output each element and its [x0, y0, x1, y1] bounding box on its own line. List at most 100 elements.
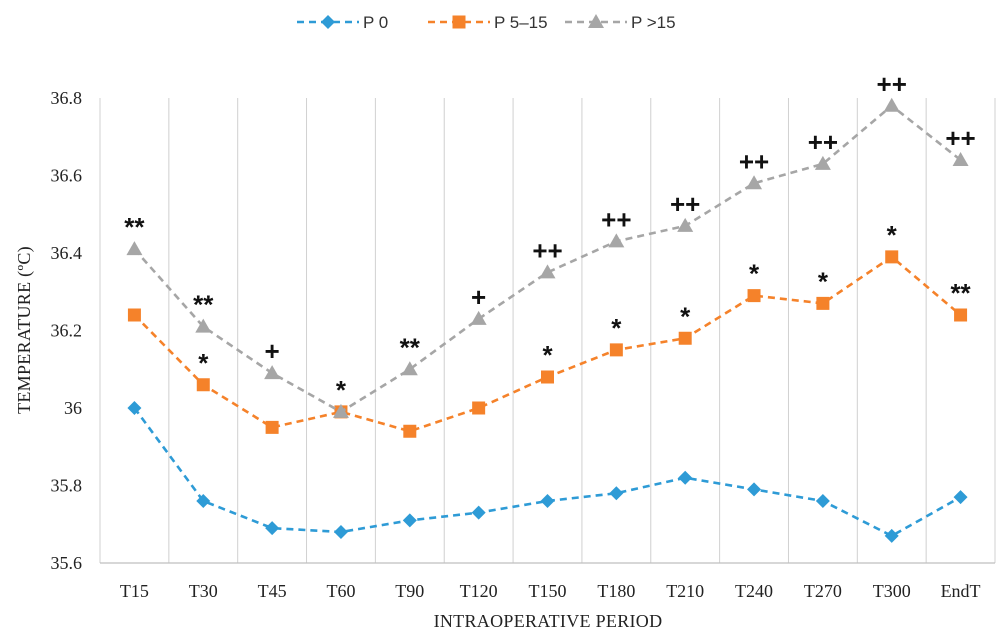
significance-marker: * [542, 340, 553, 370]
data-point [678, 331, 692, 345]
significance-marker: ++ [670, 189, 700, 219]
significance-marker: ++ [877, 69, 907, 99]
data-point [747, 289, 761, 303]
significance-marker: ++ [532, 235, 562, 265]
y-tick-label: 36.2 [51, 321, 83, 341]
significance-marker: ** [400, 332, 421, 362]
data-point [608, 233, 625, 248]
significance-marker: ++ [601, 204, 631, 234]
legend-label: P >15 [631, 13, 676, 32]
gridlines [99, 98, 996, 564]
data-point [884, 528, 899, 543]
y-tick-label: 36.8 [51, 88, 83, 108]
data-point [747, 482, 762, 497]
x-tick-label: EndT [941, 581, 981, 601]
x-tick-label: T45 [258, 581, 287, 601]
data-point [953, 490, 968, 505]
significance-marker: ++ [739, 146, 769, 176]
data-point [885, 250, 899, 264]
data-point [126, 241, 143, 256]
x-tick-label: T150 [529, 581, 567, 601]
data-point [816, 296, 830, 310]
data-point [471, 505, 486, 520]
significance-marker: ** [193, 290, 214, 320]
data-point [746, 175, 763, 190]
legend-label: P 5–15 [494, 13, 548, 32]
legend-label: P 0 [363, 13, 388, 32]
x-axis-ticks: T15 T30 T45 T60 T90 T120 T150 T180 T210 T240 T270 T… [120, 581, 981, 601]
x-tick-label: T240 [735, 581, 773, 601]
data-point [815, 494, 830, 508]
data-point [954, 308, 968, 322]
significance-marker: ++ [808, 127, 838, 157]
y-tick-label: 36.6 [51, 166, 83, 186]
significance-marker: * [749, 259, 760, 289]
data-point [264, 365, 281, 380]
significance-marker: * [887, 220, 898, 250]
data-point [883, 97, 900, 112]
legend-item: P 5–15 [428, 13, 548, 32]
significance-marker: * [680, 301, 691, 331]
series-diamond [127, 401, 968, 543]
data-point [332, 403, 349, 418]
data-point [401, 361, 418, 376]
data-point [541, 370, 554, 384]
data-point [196, 494, 211, 508]
significance-marker: * [336, 375, 347, 405]
data-point [952, 152, 969, 166]
data-point [814, 155, 831, 170]
data-point [196, 378, 210, 392]
y-tick-label: 35.8 [51, 476, 83, 496]
series-line [133, 407, 962, 538]
data-point [540, 494, 555, 508]
x-tick-label: T30 [189, 581, 218, 601]
legend-item: P >15 [565, 13, 676, 32]
significance-marker: ++ [945, 123, 975, 153]
y-tick-label: 36.4 [51, 243, 83, 263]
data-point [195, 318, 212, 333]
x-tick-label: T60 [326, 581, 355, 601]
x-tick-label: T300 [873, 581, 911, 601]
data-point [333, 525, 348, 539]
y-axis-ticks: 35.6 35.8 36 36.2 36.4 36.6 36.8 [51, 88, 83, 573]
data-point [127, 401, 142, 415]
significance-marker: ** [124, 212, 145, 242]
significance-marker: * [198, 348, 209, 378]
y-tick-label: 35.6 [51, 553, 83, 573]
data-point [402, 513, 417, 528]
data-point [452, 15, 466, 29]
series-triangle [126, 97, 969, 418]
data-point [609, 343, 623, 357]
data-point [677, 217, 694, 232]
legend: P 0 P 5–15 P >15 [297, 13, 676, 32]
data-point [403, 424, 417, 438]
x-tick-label: T270 [804, 581, 842, 601]
x-tick-label: T210 [666, 581, 704, 601]
significance-marker: * [611, 313, 622, 343]
data-point [678, 470, 693, 485]
x-tick-label: T120 [460, 581, 498, 601]
data-point [588, 14, 604, 28]
series-square [127, 250, 968, 438]
significance-marker: ** [950, 278, 971, 308]
x-axis-title: INTRAOPERATIVE PERIOD [434, 611, 663, 631]
series-layer [126, 97, 969, 543]
x-tick-label: T180 [597, 581, 635, 601]
data-point [470, 310, 487, 325]
significance-marker: + [471, 282, 486, 312]
significance-marker: + [265, 336, 280, 366]
data-point [539, 264, 556, 279]
y-axis-title: TEMPERATURE (ºC) [14, 246, 35, 414]
x-tick-label: T15 [120, 581, 149, 601]
annotations-layer: **** ** ********+ **+++++++++++++++ [124, 69, 975, 405]
data-point [609, 486, 624, 501]
data-point [265, 420, 279, 434]
significance-marker: * [818, 266, 829, 296]
data-point [321, 15, 335, 29]
y-tick-label: 36 [64, 398, 82, 418]
legend-item: P 0 [297, 13, 388, 32]
data-point [127, 308, 141, 322]
data-point [265, 521, 280, 536]
x-tick-label: T90 [395, 581, 424, 601]
